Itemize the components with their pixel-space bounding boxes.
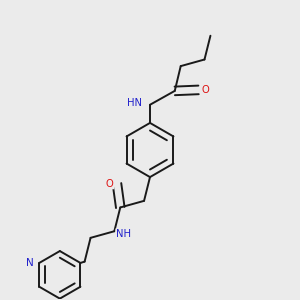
Text: NH: NH — [116, 229, 131, 239]
Text: O: O — [106, 179, 114, 189]
Text: O: O — [202, 85, 210, 95]
Text: HN: HN — [127, 98, 142, 108]
Text: N: N — [26, 258, 33, 268]
